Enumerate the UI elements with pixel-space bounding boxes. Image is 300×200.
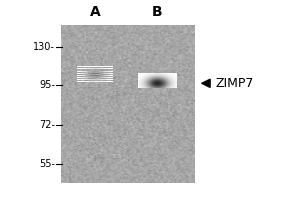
Text: ZIMP7: ZIMP7 <box>215 77 254 90</box>
Text: 55-: 55- <box>39 159 55 169</box>
Text: A: A <box>90 5 101 19</box>
Text: 72-: 72- <box>39 120 55 130</box>
Bar <box>61 25 195 183</box>
Text: 95-: 95- <box>39 80 55 90</box>
Text: B: B <box>152 5 163 19</box>
Text: 130-: 130- <box>33 42 55 52</box>
